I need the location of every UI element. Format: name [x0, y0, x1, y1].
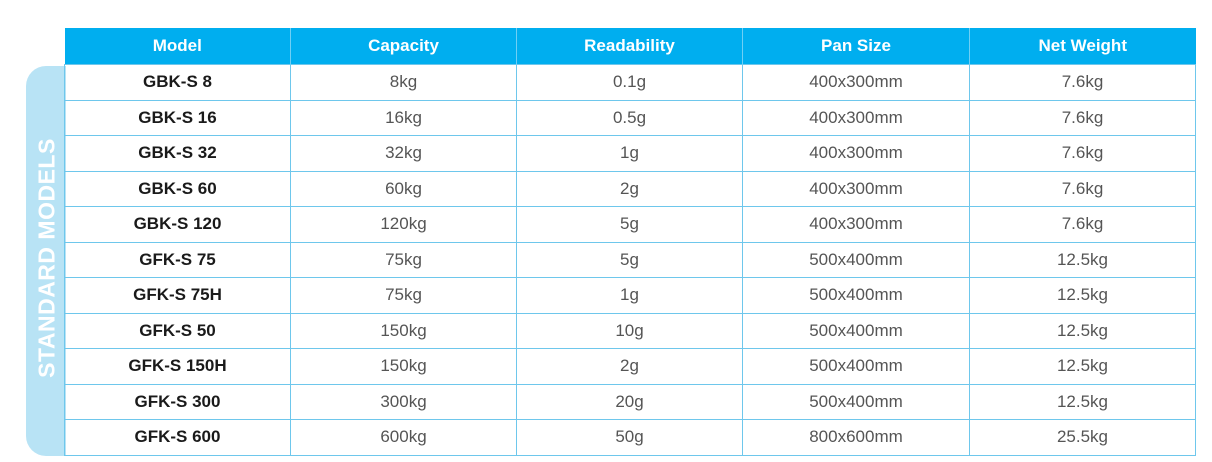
cell-model: GFK-S 75H [64, 277, 291, 314]
cell-capacity: 300kg [290, 383, 517, 420]
cell-net-weight: 25.5kg [969, 419, 1196, 456]
cell-capacity: 8kg [290, 64, 517, 101]
cell-pan-size: 800x600mm [742, 419, 970, 456]
cell-capacity: 120kg [290, 206, 517, 243]
cell-readability: 2g [516, 348, 743, 385]
cell-model: GFK-S 150H [64, 348, 291, 385]
cell-model: GBK-S 32 [64, 135, 291, 172]
table-row: GBK-S 120 120kg 5g 400x300mm 7.6kg [64, 206, 1196, 243]
table-row: GFK-S 50 150kg 10g 500x400mm 12.5kg [64, 312, 1196, 349]
cell-readability: 5g [516, 206, 743, 243]
header-readability: Readability [516, 28, 743, 65]
side-tab [26, 66, 66, 456]
cell-net-weight: 7.6kg [969, 170, 1196, 207]
cell-model: GFK-S 50 [64, 312, 291, 349]
table-row: GBK-S 60 60kg 2g 400x300mm 7.6kg [64, 170, 1196, 207]
cell-capacity: 150kg [290, 312, 517, 349]
cell-readability: 1g [516, 135, 743, 172]
cell-readability: 1g [516, 277, 743, 314]
table-row: GBK-S 16 16kg 0.5g 400x300mm 7.6kg [64, 99, 1196, 136]
header-net-weight: Net Weight [969, 28, 1196, 65]
cell-readability: 50g [516, 419, 743, 456]
cell-capacity: 32kg [290, 135, 517, 172]
cell-readability: 2g [516, 170, 743, 207]
header-row: Model Capacity Readability Pan Size Net … [64, 28, 1196, 65]
cell-pan-size: 500x400mm [742, 383, 970, 420]
cell-pan-size: 500x400mm [742, 241, 970, 278]
cell-net-weight: 7.6kg [969, 135, 1196, 172]
cell-model: GFK-S 600 [64, 419, 291, 456]
cell-model: GFK-S 75 [64, 241, 291, 278]
cell-pan-size: 500x400mm [742, 312, 970, 349]
cell-net-weight: 12.5kg [969, 277, 1196, 314]
cell-capacity: 600kg [290, 419, 517, 456]
cell-model: GBK-S 120 [64, 206, 291, 243]
table-row: GBK-S 8 8kg 0.1g 400x300mm 7.6kg [64, 64, 1196, 101]
cell-pan-size: 400x300mm [742, 64, 970, 101]
cell-pan-size: 400x300mm [742, 135, 970, 172]
header-capacity: Capacity [290, 28, 517, 65]
table-row: GFK-S 150H 150kg 2g 500x400mm 12.5kg [64, 348, 1196, 385]
cell-capacity: 75kg [290, 277, 517, 314]
table-row: GFK-S 75H 75kg 1g 500x400mm 12.5kg [64, 277, 1196, 314]
cell-net-weight: 12.5kg [969, 348, 1196, 385]
cell-pan-size: 500x400mm [742, 348, 970, 385]
cell-model: GFK-S 300 [64, 383, 291, 420]
cell-model: GBK-S 8 [64, 64, 291, 101]
side-label: STANDARD MODELS [33, 138, 60, 378]
cell-net-weight: 12.5kg [969, 383, 1196, 420]
cell-net-weight: 12.5kg [969, 241, 1196, 278]
cell-model: GBK-S 60 [64, 170, 291, 207]
cell-capacity: 16kg [290, 99, 517, 136]
cell-readability: 20g [516, 383, 743, 420]
header-model: Model [64, 28, 291, 65]
table-row: GFK-S 300 300kg 20g 500x400mm 12.5kg [64, 383, 1196, 420]
cell-pan-size: 500x400mm [742, 277, 970, 314]
table-row: GBK-S 32 32kg 1g 400x300mm 7.6kg [64, 135, 1196, 172]
cell-capacity: 75kg [290, 241, 517, 278]
cell-model: GBK-S 16 [64, 99, 291, 136]
cell-net-weight: 7.6kg [969, 99, 1196, 136]
cell-capacity: 150kg [290, 348, 517, 385]
cell-readability: 0.1g [516, 64, 743, 101]
cell-readability: 5g [516, 241, 743, 278]
table-row: GFK-S 600 600kg 50g 800x600mm 25.5kg [64, 419, 1196, 456]
cell-readability: 0.5g [516, 99, 743, 136]
cell-pan-size: 400x300mm [742, 170, 970, 207]
cell-net-weight: 7.6kg [969, 64, 1196, 101]
table-body: GBK-S 8 8kg 0.1g 400x300mm 7.6kg GBK-S 16 16kg… [64, 64, 1196, 456]
cell-net-weight: 12.5kg [969, 312, 1196, 349]
cell-capacity: 60kg [290, 170, 517, 207]
cell-net-weight: 7.6kg [969, 206, 1196, 243]
cell-pan-size: 400x300mm [742, 206, 970, 243]
cell-pan-size: 400x300mm [742, 99, 970, 136]
header-pan-size: Pan Size [742, 28, 970, 65]
cell-readability: 10g [516, 312, 743, 349]
spec-table: Model Capacity Readability Pan Size Net … [64, 28, 1196, 456]
table-row: GFK-S 75 75kg 5g 500x400mm 12.5kg [64, 241, 1196, 278]
